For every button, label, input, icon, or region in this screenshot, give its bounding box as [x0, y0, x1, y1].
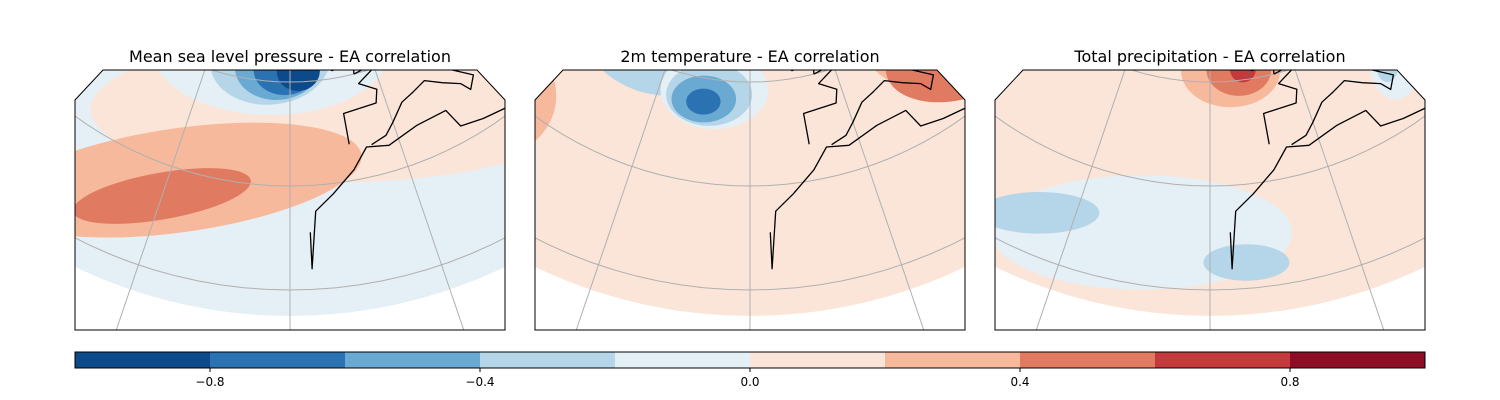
- map-frame: [74, 69, 506, 331]
- coastline: [1291, 70, 1425, 146]
- correlation-contour-9: [1206, 70, 1272, 96]
- correlation-contour-10: [686, 88, 721, 115]
- colorbar-cell: [885, 352, 1021, 368]
- coastline: [769, 70, 965, 270]
- coastline: [1198, 0, 1229, 12]
- coastline: [1423, 0, 1461, 34]
- colorbar-cell: [750, 352, 886, 368]
- meridian-line: [308, 70, 476, 330]
- panel-title-t2m: 2m temperature - EA correlation: [620, 47, 879, 66]
- coastline: [278, 0, 309, 12]
- coastline: [309, 70, 505, 270]
- coastlines: [0, 0, 541, 270]
- colorbar-tick-label: 0.8: [1280, 375, 1299, 389]
- colorbar-cell: [345, 352, 481, 368]
- colorbar-tick-label: 0.4: [1010, 375, 1029, 389]
- meridian-line: [104, 70, 272, 330]
- map-frame: [994, 69, 1426, 331]
- colorbar-cell: [210, 352, 346, 368]
- coastline: [738, 0, 769, 12]
- map-frame: [534, 69, 966, 331]
- colorbar-tick-label: −0.4: [465, 375, 494, 389]
- coastline: [0, 0, 150, 58]
- coastline: [371, 70, 505, 146]
- meridian-line: [1228, 70, 1396, 330]
- colorbar-tick-label: 0.0: [740, 375, 759, 389]
- meridian-line: [1024, 70, 1192, 330]
- panel-title-msl: Mean sea level pressure - EA correlation: [129, 47, 451, 66]
- coastline: [1096, 0, 1210, 13]
- colorbar-cell: [1020, 352, 1156, 368]
- coastline: [831, 70, 965, 146]
- coastline: [176, 0, 290, 13]
- colorbar-cell: [615, 352, 751, 368]
- coastlines: [636, 0, 1001, 270]
- coastline: [503, 0, 541, 34]
- colorbar-cell: [480, 352, 616, 368]
- colorbar: −0.8 −0.4 0.0 0.4 0.8: [74, 351, 1426, 389]
- colorbar-tick-label: −0.8: [195, 375, 224, 389]
- coastline: [636, 0, 750, 13]
- panel-title-tp: Total precipitation - EA correlation: [1073, 47, 1345, 66]
- colorbar-cell: [1155, 352, 1291, 368]
- coastlines: [1096, 0, 1461, 270]
- coastline: [1229, 70, 1425, 270]
- correlation-contour-1: [995, 192, 1100, 234]
- colorbar-cell: [75, 352, 211, 368]
- correlation-contour-4: [433, 36, 446, 46]
- correlation-contour-1: [885, 70, 965, 103]
- correlation-contour-7: [1376, 70, 1399, 82]
- coastline: [802, 70, 905, 145]
- correlation-contour-5: [1132, 0, 1154, 10]
- correlation-contour-10: [1230, 70, 1256, 83]
- correlation-contour-2: [1203, 244, 1290, 281]
- correlation-contour-11: [946, 2, 980, 28]
- correlation-contour-5: [152, 70, 390, 115]
- coastline: [342, 70, 445, 145]
- correlation-contour-3: [1107, 0, 1236, 17]
- meridian-line: [564, 70, 732, 330]
- correlation-contour-6: [147, 0, 356, 41]
- meridian-line: [768, 70, 936, 330]
- coastline: [1262, 70, 1365, 145]
- coastline: [963, 0, 1001, 34]
- colorbar-cell: [1290, 352, 1426, 368]
